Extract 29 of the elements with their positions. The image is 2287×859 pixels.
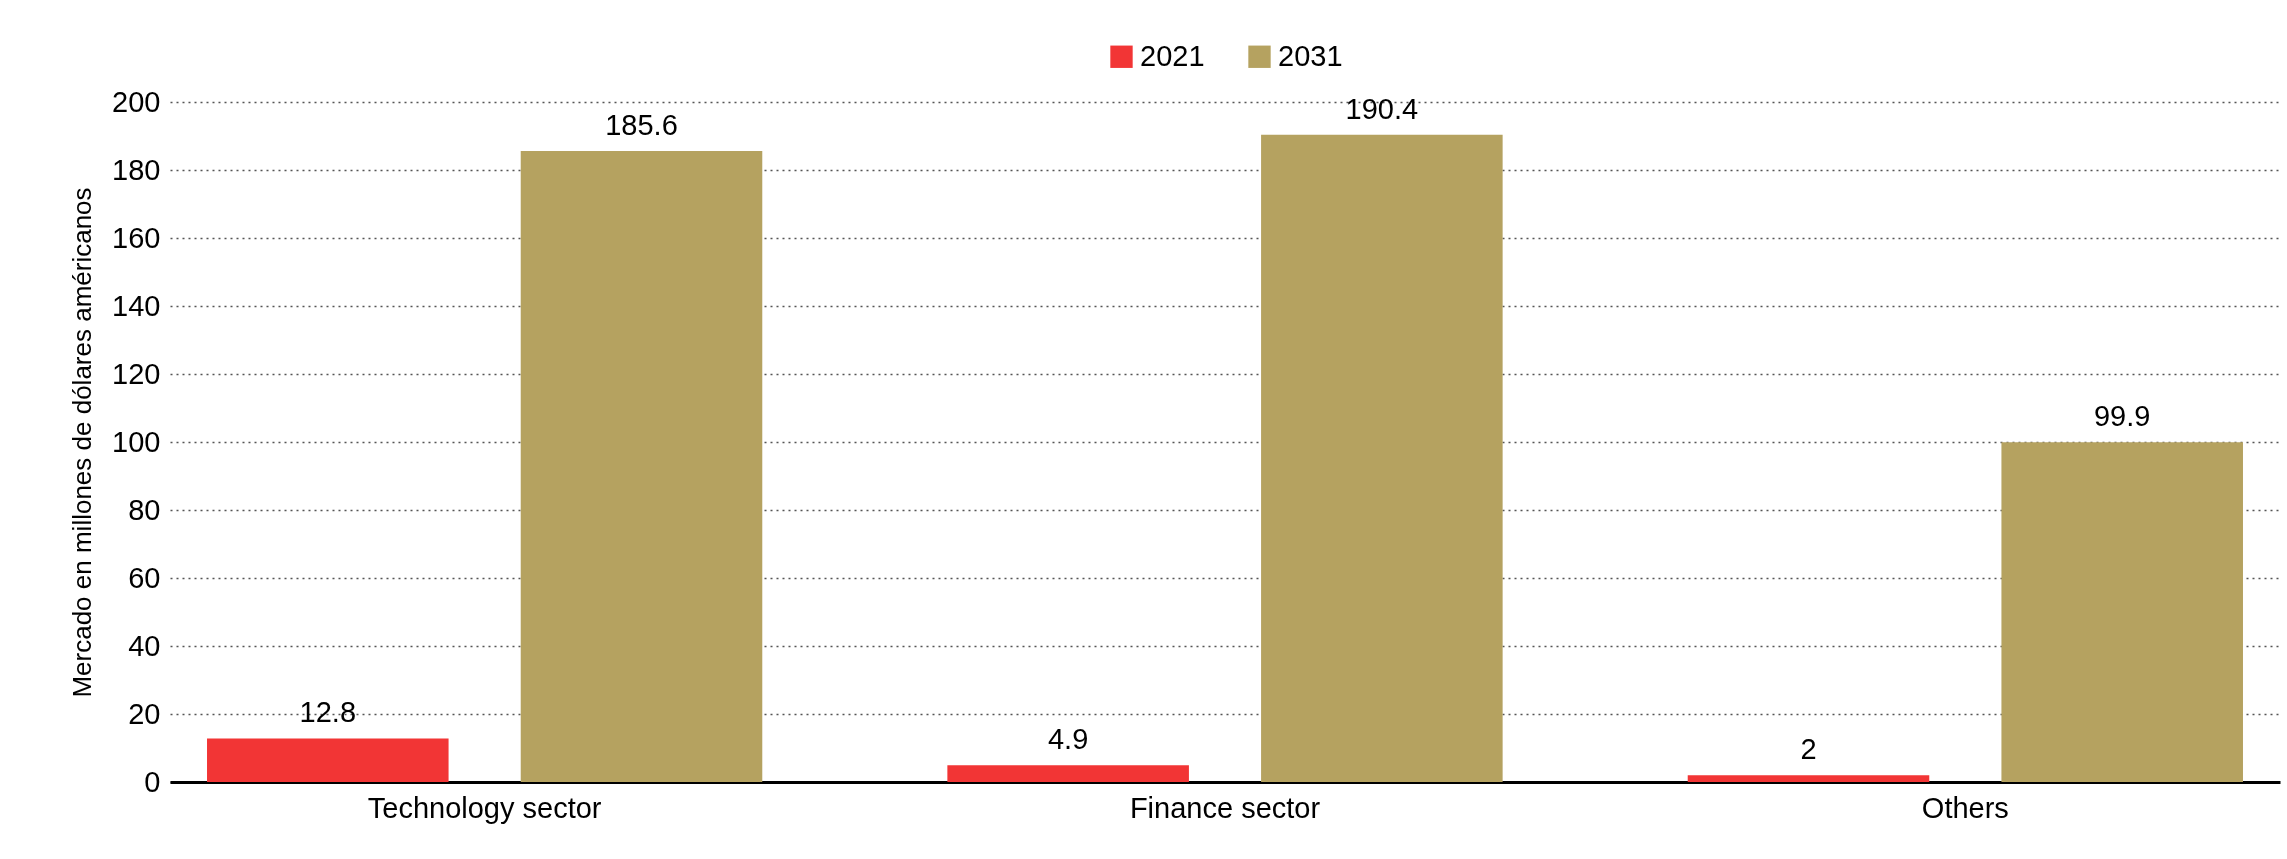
x-tick-label: Others [1921,791,2009,824]
y-tick-label: 80 [128,493,161,526]
y-tick-label: 100 [112,425,161,458]
data-label: 12.8 [299,696,357,729]
x-tick-label: Technology sector [367,791,602,824]
bar [947,765,1189,782]
data-label: 2 [1800,733,1817,766]
y-tick-label: 120 [112,357,161,390]
y-tick-label: 40 [128,629,161,662]
bar [1687,775,1930,782]
bar [1261,134,1503,782]
data-label: 185.6 [605,108,678,141]
y-tick-label: 140 [112,289,161,322]
data-label: 4.9 [1047,723,1089,756]
data-label: 190.4 [1345,92,1419,125]
bar [207,738,449,782]
y-tick-label: 160 [112,221,161,254]
y-tick-label: 20 [128,697,161,730]
y-tick-label: 180 [112,153,161,186]
y-tick-label: 60 [128,561,161,594]
x-tick-label: Finance sector [1129,791,1321,824]
bar [2001,442,2243,782]
legend-label: 2031 [1278,39,1343,72]
y-tick-label: 200 [112,85,161,118]
y-axis-title: Mercado en millones de dólares américanos [67,187,98,698]
y-tick-label: 0 [144,765,161,798]
bar [520,150,763,782]
legend-label: 2021 [1140,39,1205,72]
data-label: 99.9 [2093,400,2151,433]
